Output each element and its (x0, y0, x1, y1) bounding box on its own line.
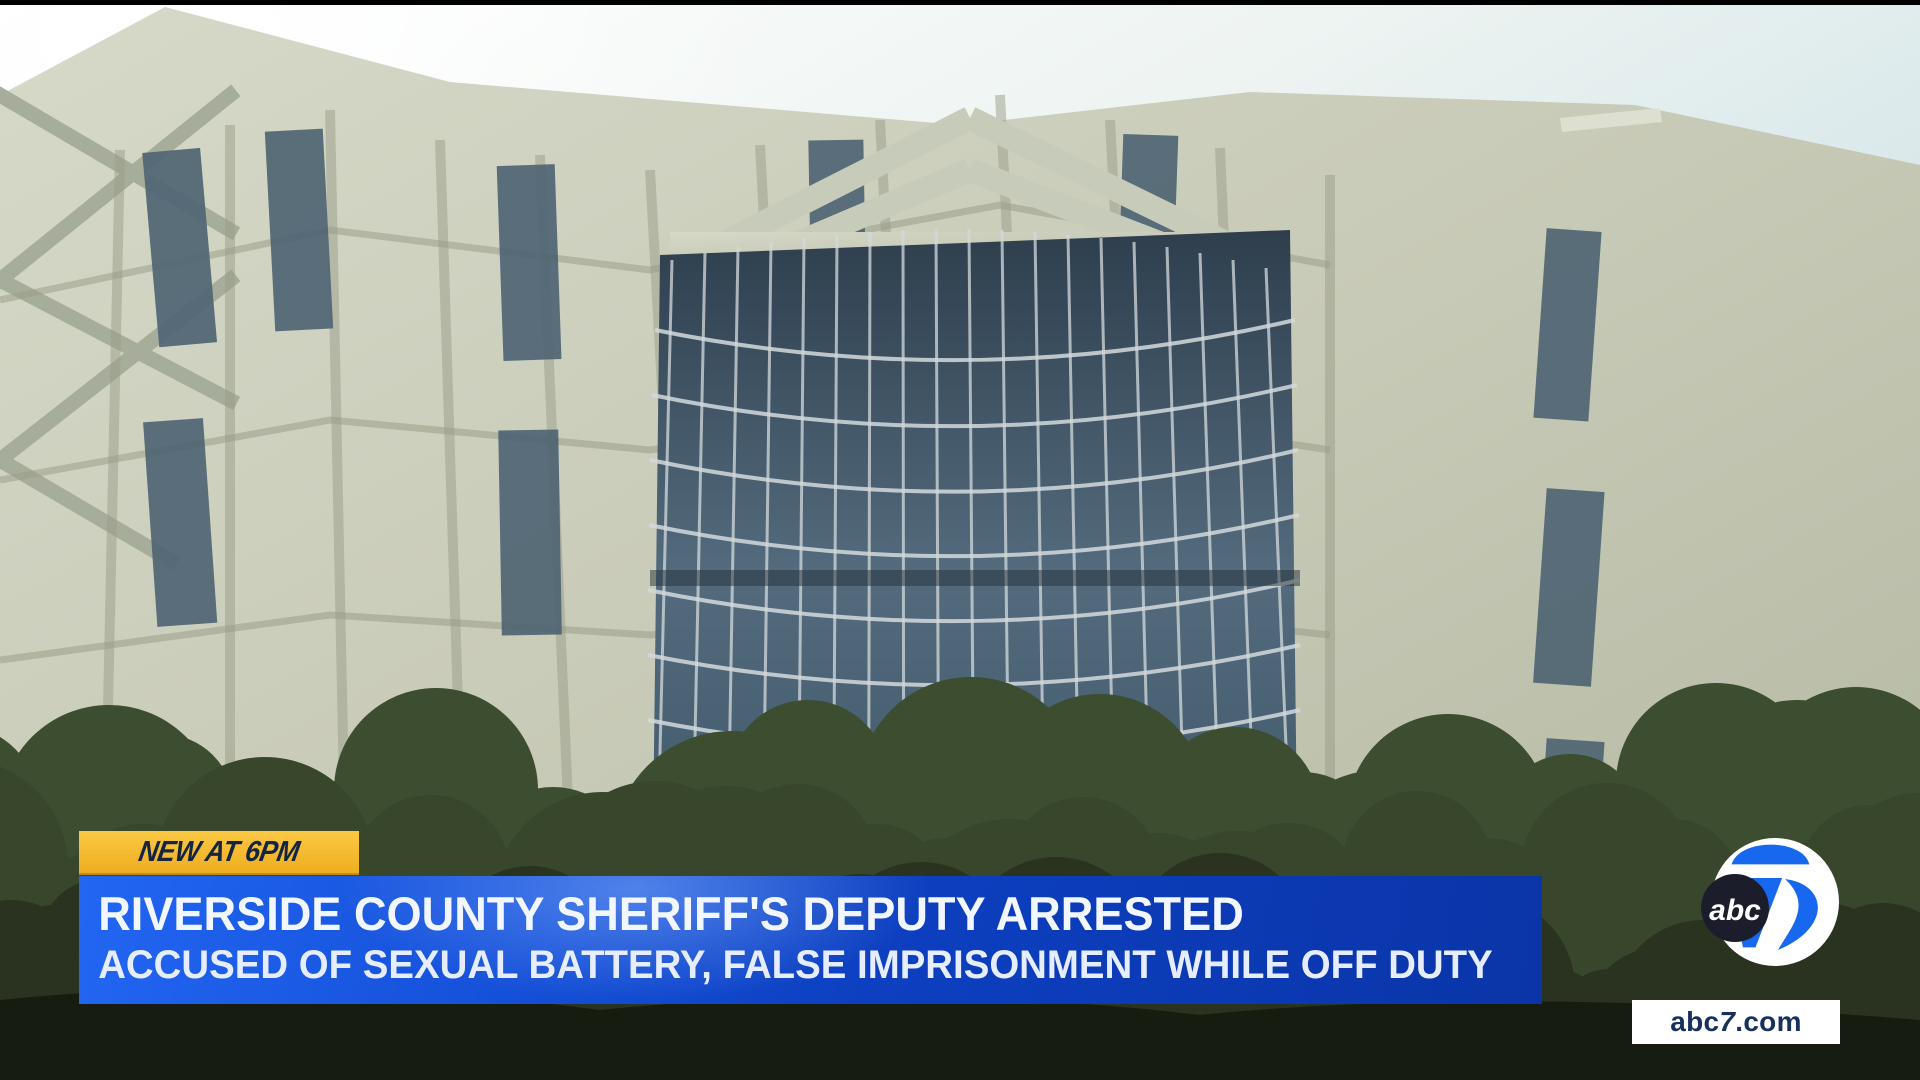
svg-text:abc: abc (1709, 894, 1761, 927)
